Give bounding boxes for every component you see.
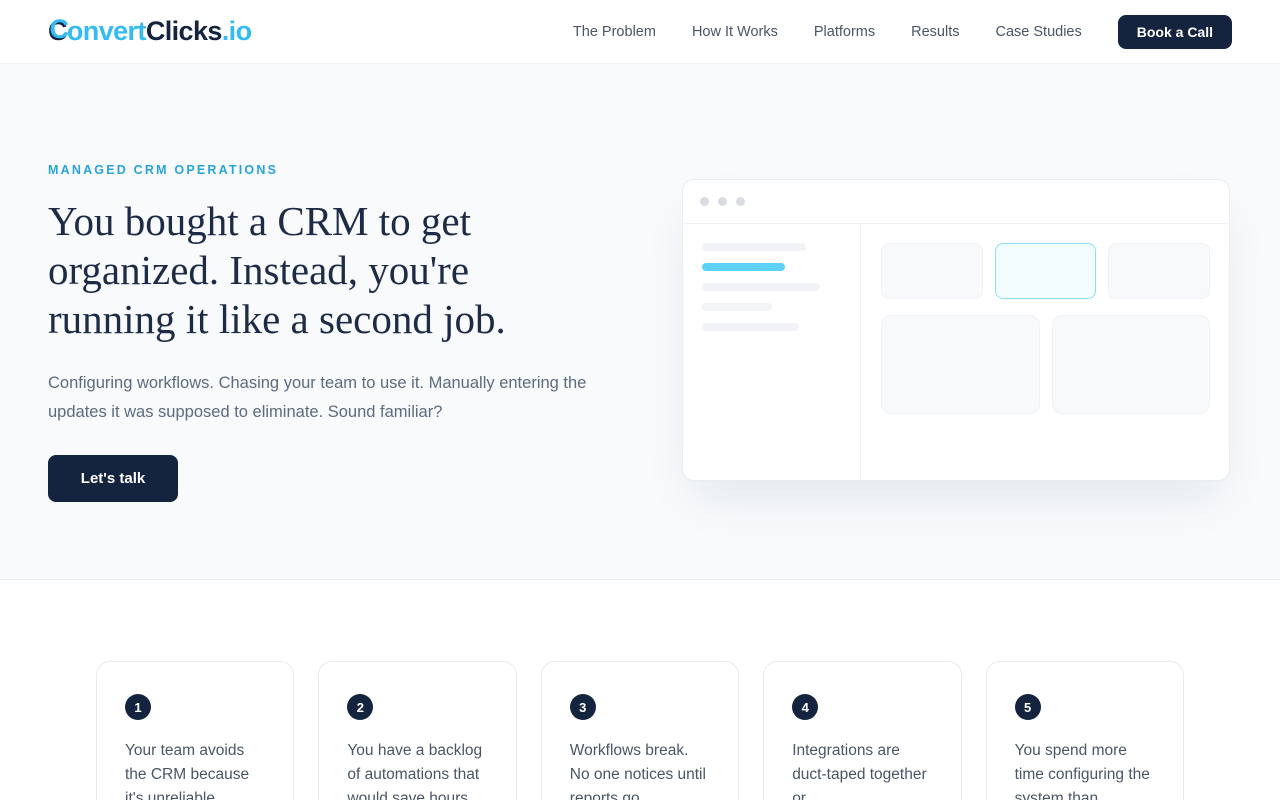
mockup-tile bbox=[881, 243, 983, 299]
window-control-dot bbox=[700, 197, 709, 206]
pain-point-text: You have a backlog of automations that w… bbox=[347, 742, 483, 800]
logo-text-io: .io bbox=[221, 16, 252, 46]
pain-point-text: Your team avoids the CRM because it's un… bbox=[125, 742, 250, 800]
nav-link-results[interactable]: Results bbox=[911, 23, 960, 40]
logo-text-convert: onvert bbox=[66, 16, 147, 46]
pain-point-number-badge: 1 bbox=[125, 694, 151, 720]
mockup-tile-highlighted bbox=[994, 243, 1097, 299]
mockup-tile bbox=[881, 315, 1040, 414]
pain-point-text: You spend more time configuring the syst… bbox=[1014, 742, 1150, 800]
pain-point-card: 1 Your team avoids the CRM because it's … bbox=[96, 661, 295, 800]
sidebar-skeleton-line-active bbox=[702, 263, 785, 271]
logo-text-clicks: Clicks bbox=[145, 16, 223, 46]
hero-eyebrow: MANAGED CRM OPERATIONS bbox=[48, 163, 279, 177]
pain-point-card: 5 You spend more time configuring the sy… bbox=[985, 661, 1184, 800]
mockup-body bbox=[683, 224, 1229, 480]
hero-section: MANAGED CRM OPERATIONS You bought a CRM … bbox=[0, 64, 1280, 580]
pain-point-text: Workflows break. No one notices until re… bbox=[569, 742, 706, 800]
pain-point-number-badge: 4 bbox=[792, 694, 819, 720]
mockup-tile-row-bottom bbox=[881, 315, 1210, 414]
hero-headline: You bought a CRM to get organized. Inste… bbox=[48, 198, 506, 342]
mockup-tile bbox=[1108, 243, 1210, 299]
pain-point-card: 3 Workflows break. No one notices until … bbox=[540, 661, 740, 800]
main-nav: The Problem How It Works Platforms Resul… bbox=[572, 14, 1232, 49]
sidebar-skeleton-line bbox=[702, 243, 806, 251]
lets-talk-button[interactable]: Let's talk bbox=[48, 455, 178, 502]
sidebar-skeleton-line bbox=[702, 323, 799, 331]
window-control-dot bbox=[736, 197, 745, 206]
mockup-main-area bbox=[861, 224, 1229, 480]
hero-copy: MANAGED CRM OPERATIONS You bought a CRM … bbox=[48, 163, 648, 502]
pain-point-text: Integrations are duct-taped together or bbox=[792, 742, 927, 800]
nav-link-the-problem[interactable]: The Problem bbox=[572, 23, 656, 40]
pain-point-number-badge: 3 bbox=[569, 694, 596, 720]
app-mockup-window bbox=[682, 179, 1230, 481]
pain-points-grid: 1 Your team avoids the CRM because it's … bbox=[96, 661, 1184, 800]
sidebar-skeleton-line bbox=[702, 303, 772, 311]
nav-link-platforms[interactable]: Platforms bbox=[813, 23, 876, 40]
pain-point-card: 4 Integrations are duct-taped together o… bbox=[763, 661, 962, 800]
sidebar-skeleton-line bbox=[702, 283, 820, 291]
mockup-tile bbox=[1051, 315, 1210, 414]
pain-point-number-badge: 5 bbox=[1014, 694, 1041, 720]
pain-point-card: 2 You have a backlog of automations that… bbox=[318, 661, 517, 800]
mockup-sidebar bbox=[683, 224, 861, 480]
hero-subtext: Configuring workflows. Chasing your team… bbox=[48, 374, 587, 421]
book-a-call-button[interactable]: Book a Call bbox=[1117, 14, 1232, 49]
nav-link-how-it-works[interactable]: How It Works bbox=[691, 23, 778, 40]
pain-point-number-badge: 2 bbox=[347, 694, 374, 720]
window-control-dot bbox=[718, 197, 727, 206]
mockup-tile-row-top bbox=[881, 243, 1210, 299]
mockup-titlebar bbox=[683, 180, 1229, 224]
nav-link-case-studies[interactable]: Case Studies bbox=[995, 23, 1082, 40]
pain-points-section: 1 Your team avoids the CRM because it's … bbox=[0, 580, 1280, 800]
